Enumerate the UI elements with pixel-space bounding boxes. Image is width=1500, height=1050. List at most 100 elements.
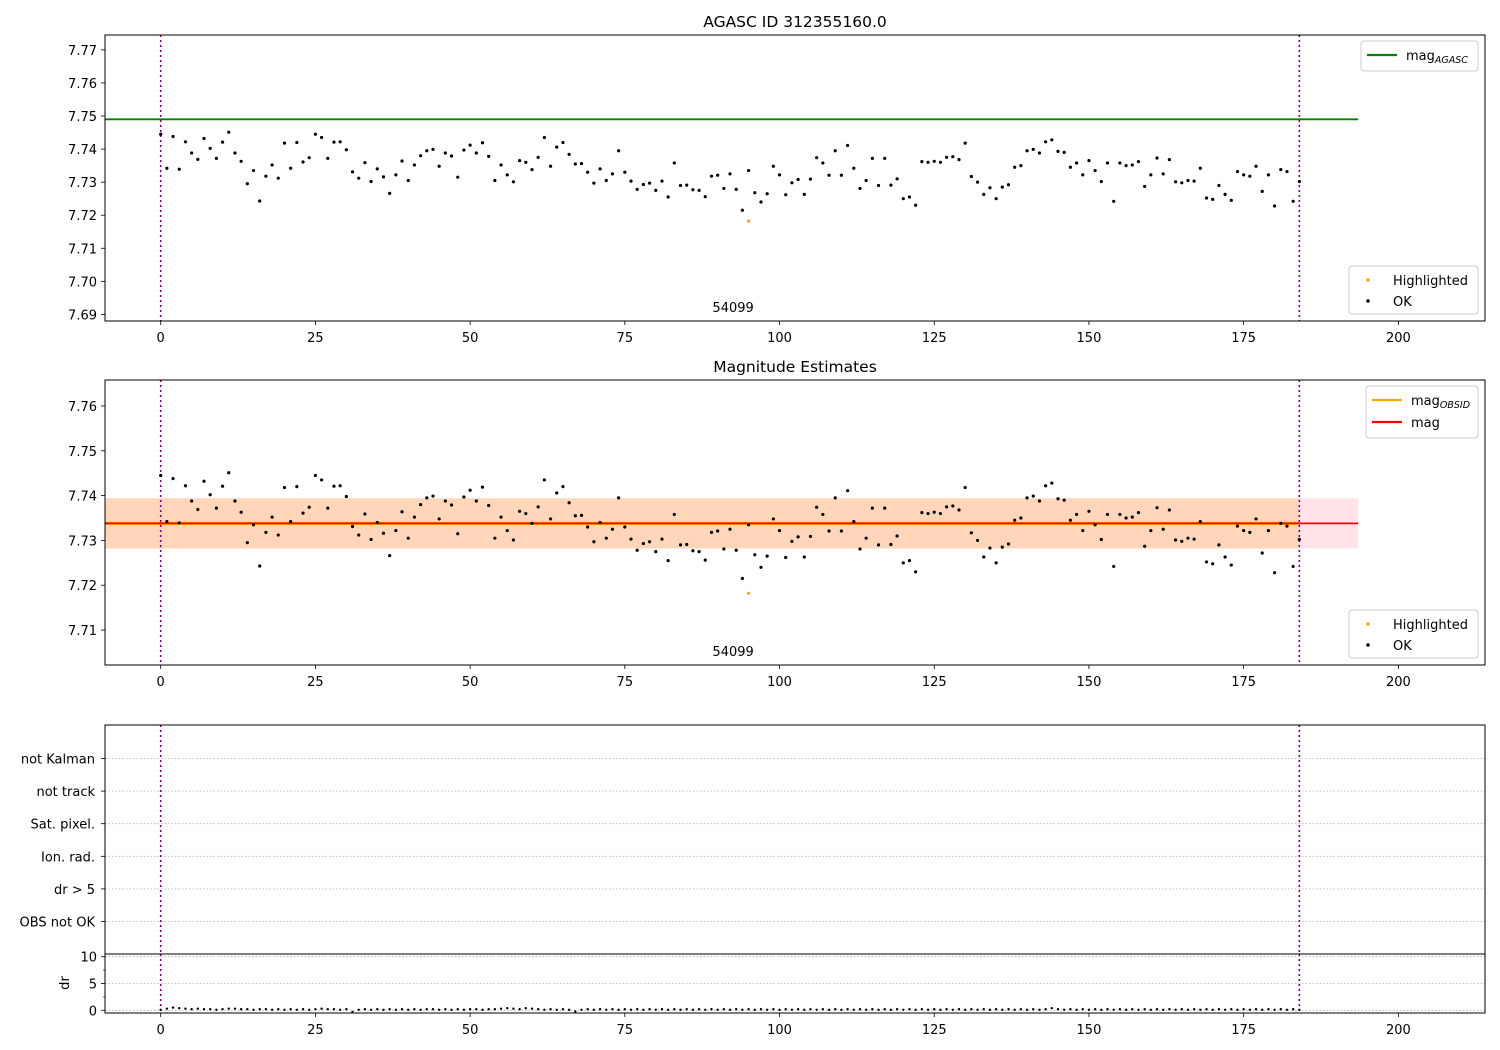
dr-point: [567, 1008, 571, 1011]
ok-point: [567, 152, 571, 156]
dr-point: [765, 1008, 769, 1011]
dr-point: [258, 1008, 261, 1011]
ok-point: [586, 525, 590, 529]
ok-point: [1192, 179, 1196, 183]
ok-point: [1211, 562, 1215, 566]
dr-point: [1087, 1008, 1091, 1011]
ok-point: [623, 170, 627, 174]
ok-point: [313, 132, 318, 136]
ok-point: [357, 176, 361, 180]
y-tick-label: 5: [89, 978, 97, 993]
dr-point: [666, 1008, 670, 1011]
dr-point: [524, 1006, 528, 1010]
dr-point: [778, 1008, 781, 1011]
ok-point: [852, 166, 856, 170]
ok-point: [914, 203, 918, 207]
ok-point: [1099, 537, 1103, 542]
ok-point: [771, 517, 775, 521]
ok-point: [456, 175, 460, 179]
dr-point: [196, 1007, 200, 1010]
ok-point: [691, 188, 695, 192]
x-tick-label: 125: [922, 331, 947, 346]
ok-point: [548, 517, 553, 521]
ok-point: [604, 178, 608, 183]
dr-point: [635, 1008, 639, 1011]
dr-point: [1180, 1008, 1183, 1011]
dr-point: [363, 1008, 367, 1011]
ok-point: [920, 160, 924, 164]
dr-point: [1093, 1008, 1097, 1011]
ok-point: [505, 528, 509, 533]
ok-point: [1260, 189, 1264, 193]
ok-point: [1186, 178, 1190, 183]
ok-point: [586, 170, 590, 174]
ok-point: [1297, 179, 1301, 184]
ok-point: [889, 542, 893, 547]
dr-point: [976, 1008, 979, 1011]
ok-point: [326, 506, 330, 510]
ok-point: [827, 173, 831, 177]
dr-point: [1050, 1006, 1054, 1010]
ok-point: [635, 548, 639, 552]
legend-lower-0: [1348, 265, 1479, 315]
ok-point: [641, 541, 645, 546]
ok-point: [833, 496, 837, 500]
ok-point: [1112, 564, 1116, 569]
x-tick-label: 0: [157, 675, 165, 690]
ok-point: [709, 530, 714, 534]
dr-point: [536, 1008, 540, 1011]
ok-point: [332, 484, 336, 488]
ok-point: [524, 511, 528, 516]
ok-point: [1223, 192, 1227, 196]
legend-marker-1: [1366, 643, 1370, 647]
observation-label: 54099: [712, 645, 753, 660]
ok-point: [468, 488, 472, 492]
dr-point: [1248, 1008, 1252, 1011]
dr-point: [209, 1008, 212, 1011]
dr-point: [1186, 1008, 1190, 1011]
dr-point: [1199, 1008, 1202, 1011]
ok-point: [870, 156, 874, 160]
dr-point: [555, 1008, 558, 1011]
ok-point: [437, 517, 441, 521]
observation-label: 54099: [712, 301, 753, 316]
dr-point: [735, 1008, 738, 1011]
ok-point: [1229, 563, 1233, 567]
dr-point: [697, 1008, 701, 1011]
dr-point: [289, 1008, 292, 1011]
x-tick-label: 25: [307, 331, 324, 346]
ok-point: [846, 489, 850, 493]
ok-point: [276, 176, 280, 180]
ok-point: [777, 528, 782, 533]
ok-point: [350, 524, 355, 529]
dr-point: [796, 1008, 800, 1011]
ok-point: [227, 130, 231, 134]
dr-point: [277, 1008, 280, 1011]
ok-point: [623, 525, 627, 529]
ok-point: [629, 537, 633, 541]
ok-point: [1291, 199, 1295, 203]
ok-point: [474, 151, 478, 155]
ok-point: [759, 565, 763, 569]
ok-point: [666, 195, 670, 199]
ok-point: [685, 183, 689, 187]
dr-point: [704, 1008, 707, 1011]
ok-point: [561, 485, 565, 489]
ok-point: [474, 499, 478, 503]
axes-frame-1: [104, 379, 1486, 666]
x-tick-label: 150: [1077, 1023, 1102, 1038]
ok-point: [790, 181, 794, 185]
ok-point: [208, 493, 212, 497]
dr-panel: 0 25 50 75 100 125 150 175 200 0 5 10 dr: [58, 951, 1486, 1038]
dr-point: [951, 1008, 955, 1011]
dr-point: [475, 1008, 478, 1011]
x-tick-label: 25: [307, 1023, 324, 1038]
ok-point: [1099, 179, 1103, 184]
ok-point: [1192, 537, 1196, 541]
ok-point: [994, 197, 998, 201]
ok-point: [610, 172, 615, 176]
dr-point: [1254, 1008, 1258, 1011]
ok-point: [753, 553, 757, 557]
dr-point: [673, 1008, 676, 1011]
ok-point: [412, 163, 417, 167]
